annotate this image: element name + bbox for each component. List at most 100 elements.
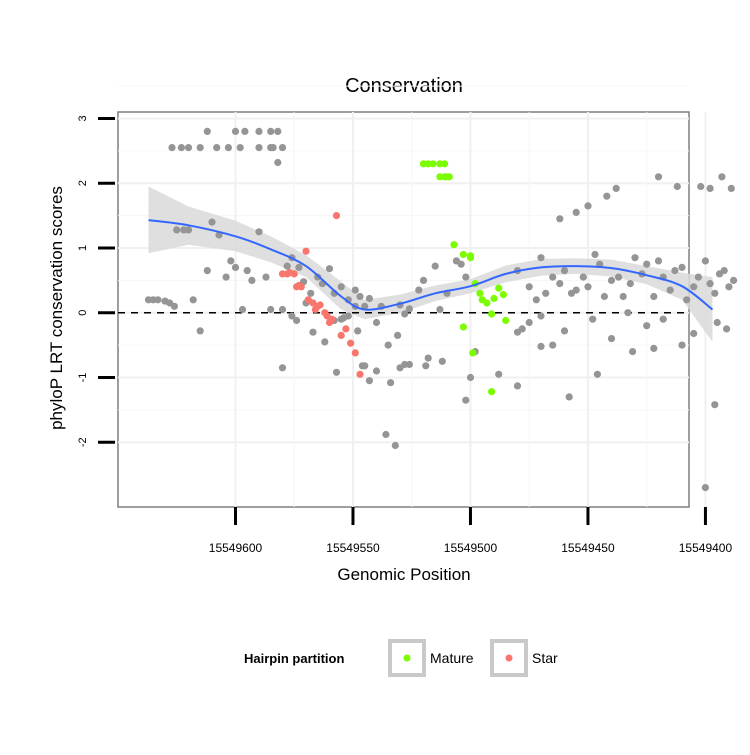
y-tick-label: 3 bbox=[77, 115, 89, 121]
data-point-other bbox=[274, 158, 282, 167]
data-point-other bbox=[337, 283, 345, 291]
data-point-other bbox=[725, 283, 733, 291]
data-point-other bbox=[694, 273, 703, 281]
data-point-other bbox=[690, 283, 698, 291]
data-point-other bbox=[619, 292, 627, 301]
data-point-other bbox=[274, 127, 282, 135]
data-point-other bbox=[706, 184, 714, 192]
data-point-other bbox=[278, 144, 287, 152]
data-point-other bbox=[222, 273, 230, 281]
data-point-other bbox=[224, 144, 232, 152]
data-point-other-trough bbox=[365, 377, 373, 385]
data-point-other bbox=[405, 305, 413, 313]
data-point-other bbox=[697, 182, 705, 191]
data-point-other bbox=[631, 254, 639, 262]
data-point-other bbox=[650, 344, 658, 352]
data-point-other-trough bbox=[361, 362, 369, 370]
x-tick-label: 15549550 bbox=[326, 541, 380, 555]
data-point-other bbox=[236, 144, 244, 152]
data-point-other bbox=[415, 286, 423, 294]
data-point-star bbox=[302, 247, 310, 255]
data-point-other bbox=[607, 276, 616, 284]
data-point-other bbox=[727, 184, 735, 192]
data-point-other bbox=[673, 182, 681, 191]
data-point-other bbox=[678, 341, 686, 349]
data-point-other bbox=[372, 318, 381, 327]
data-point-other bbox=[384, 341, 392, 349]
data-point-other bbox=[173, 226, 181, 234]
data-point-other bbox=[278, 305, 287, 314]
y-tick-label: 0 bbox=[77, 310, 89, 316]
data-point-star bbox=[351, 349, 359, 357]
data-point-other bbox=[293, 316, 301, 325]
data-point-mature bbox=[488, 310, 496, 318]
data-point-mature bbox=[490, 294, 498, 303]
data-point-other bbox=[168, 144, 176, 152]
data-point-other-trough bbox=[391, 441, 399, 450]
data-point-other bbox=[354, 327, 362, 335]
scatter-points bbox=[144, 127, 738, 492]
data-point-mature bbox=[441, 160, 449, 168]
legend-title: Hairpin partition bbox=[244, 651, 344, 666]
data-point-other bbox=[177, 144, 185, 152]
data-point-other bbox=[683, 296, 691, 304]
data-point-other bbox=[203, 127, 211, 135]
data-point-other bbox=[457, 260, 465, 268]
legend-swatch-star bbox=[505, 654, 513, 662]
data-point-other bbox=[424, 354, 432, 362]
data-point-mature bbox=[488, 388, 496, 396]
data-point-other bbox=[549, 341, 557, 349]
data-point-other bbox=[269, 144, 277, 152]
data-point-star bbox=[356, 370, 364, 378]
data-point-other bbox=[713, 318, 721, 327]
data-point-mature bbox=[469, 349, 477, 357]
data-point-other bbox=[361, 302, 369, 310]
data-point-other bbox=[248, 276, 256, 284]
y-tick-label: -2 bbox=[77, 437, 89, 447]
data-point-other bbox=[701, 484, 710, 492]
data-point-other-trough bbox=[513, 382, 522, 390]
x-tick-label: 15549500 bbox=[444, 541, 498, 555]
legend-swatch-mature bbox=[403, 654, 411, 662]
data-point-other bbox=[184, 226, 193, 234]
data-point-other-trough bbox=[422, 362, 430, 370]
data-point-other bbox=[591, 250, 599, 259]
data-point-other-trough bbox=[401, 360, 409, 369]
data-point-other-trough bbox=[337, 315, 345, 323]
data-point-other bbox=[170, 302, 178, 310]
data-point-other bbox=[626, 280, 634, 288]
data-point-other bbox=[584, 283, 592, 291]
data-point-star bbox=[316, 301, 324, 309]
data-point-other bbox=[579, 273, 587, 281]
data-point-mature bbox=[483, 299, 491, 307]
data-point-other bbox=[267, 305, 275, 314]
axes: -2 -1 0 1 2 3 15549600 15549550 15549500 15549450… bbox=[77, 115, 732, 555]
data-point-other bbox=[678, 263, 686, 271]
data-point-other bbox=[607, 335, 616, 343]
data-point-other bbox=[431, 262, 439, 270]
data-point-other bbox=[560, 327, 569, 335]
data-point-other-trough bbox=[372, 367, 381, 375]
data-point-other bbox=[711, 401, 719, 409]
data-point-other bbox=[365, 294, 373, 303]
data-point-other bbox=[387, 379, 395, 387]
data-point-other bbox=[238, 305, 247, 314]
data-point-other bbox=[356, 292, 364, 301]
data-point-other bbox=[532, 296, 540, 304]
data-point-other bbox=[600, 292, 609, 301]
data-point-other bbox=[537, 312, 545, 320]
data-point-other bbox=[525, 318, 533, 327]
y-axis-title: phyloP LRT conservation scores bbox=[47, 186, 66, 430]
data-point-star bbox=[297, 283, 305, 291]
x-axis-title: Genomic Position bbox=[337, 565, 470, 584]
data-point-other bbox=[654, 173, 663, 181]
y-tick-label: -1 bbox=[77, 373, 89, 383]
data-point-other bbox=[572, 286, 580, 294]
data-point-other bbox=[213, 144, 221, 152]
data-point-other bbox=[650, 292, 658, 301]
data-point-mature bbox=[466, 254, 475, 262]
data-point-other bbox=[643, 322, 651, 330]
data-point-mature bbox=[450, 241, 458, 249]
